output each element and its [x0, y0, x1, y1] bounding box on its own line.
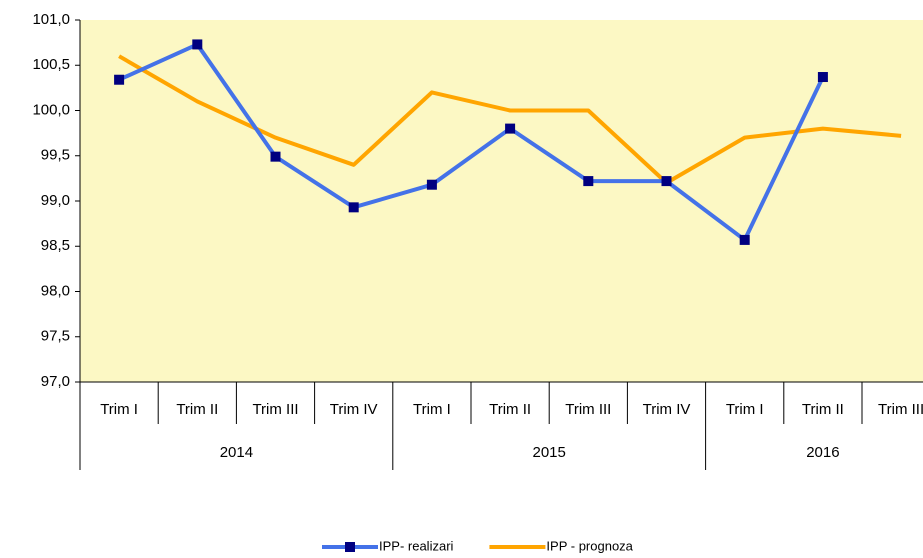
series-marker	[661, 176, 672, 187]
group-label: 2016	[806, 444, 839, 461]
y-tick-label: 101,0	[32, 11, 70, 28]
y-tick-label: 98,0	[41, 282, 70, 299]
group-label: 2015	[533, 444, 566, 461]
group-label: 2014	[220, 444, 253, 461]
plot-area	[80, 20, 923, 382]
series-marker	[426, 179, 437, 190]
x-tick-label: Trim IV	[330, 401, 378, 418]
legend-marker	[345, 542, 355, 552]
series-line	[118, 42, 825, 242]
x-tick-label: Trim II	[176, 401, 218, 418]
series-marker	[348, 202, 359, 213]
x-tick-label: Trim II	[489, 401, 531, 418]
y-tick-label: 100,0	[32, 101, 70, 118]
y-tick-label: 97,5	[41, 328, 70, 345]
y-tick-label: 100,5	[32, 56, 70, 73]
y-tick-label: 99,0	[41, 192, 70, 209]
series-line	[118, 54, 902, 185]
x-tick-label: Trim I	[726, 401, 764, 418]
y-tick-label: 97,0	[41, 373, 70, 390]
y-tick-label: 99,5	[41, 147, 70, 164]
legend-label: IPP- realizari	[379, 538, 454, 553]
legend-label: IPP - prognoza	[546, 538, 633, 553]
x-tick-label: Trim I	[413, 401, 451, 418]
x-tick-label: Trim IV	[643, 401, 691, 418]
series-marker	[505, 123, 516, 134]
series-marker	[817, 72, 828, 83]
x-tick-label: Trim III	[565, 401, 611, 418]
y-tick-label: 98,5	[41, 237, 70, 254]
legend: IPP- realizari IPP - prognoza	[322, 538, 634, 553]
series-marker	[192, 39, 203, 50]
series-marker	[270, 151, 281, 162]
x-tick-label: Trim I	[100, 401, 138, 418]
series-marker	[114, 74, 125, 85]
x-tick-label: Trim III	[878, 401, 923, 418]
x-tick-label: Trim II	[802, 401, 844, 418]
series-marker	[583, 176, 594, 187]
series-marker	[739, 234, 750, 245]
x-tick-label: Trim III	[252, 401, 298, 418]
